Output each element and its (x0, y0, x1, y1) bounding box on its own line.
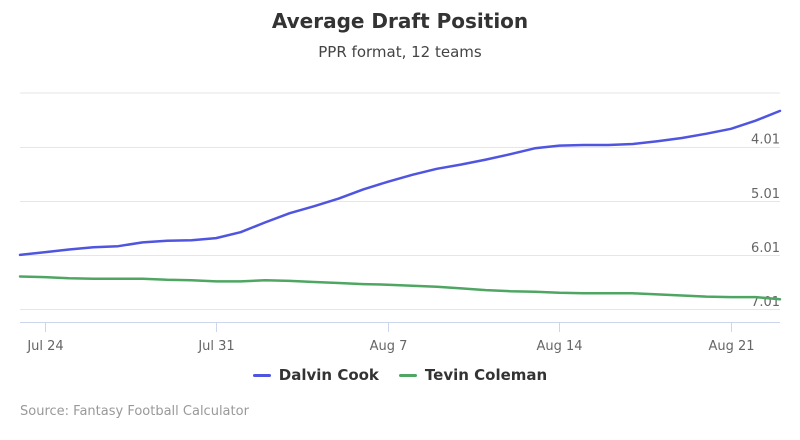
data-point (558, 144, 561, 147)
x-tick-label: Jul 31 (197, 339, 234, 354)
data-point (239, 231, 242, 233)
data-point (485, 289, 487, 291)
data-point (411, 284, 414, 287)
series-line-dalvin-cook (18, 109, 782, 257)
data-point (313, 281, 316, 283)
data-point (460, 287, 463, 290)
data-point (92, 246, 95, 249)
data-point (607, 292, 610, 295)
legend-swatch-dalvin-cook (252, 373, 271, 377)
data-point (92, 277, 95, 280)
data-point (485, 158, 487, 161)
data-point (583, 292, 585, 295)
data-point (337, 197, 340, 200)
data-point (166, 240, 168, 242)
legend-swatch-tevin-coleman (398, 373, 417, 377)
data-point (534, 290, 536, 293)
data-point (68, 277, 70, 280)
legend-item-dalvin-cook[interactable]: Dalvin Cook (252, 366, 379, 384)
data-point (166, 279, 168, 281)
data-point (215, 280, 217, 283)
data-point (436, 286, 438, 288)
data-point (460, 163, 463, 166)
x-tick-label: Jul 24 (26, 339, 63, 354)
data-point (509, 153, 512, 155)
data-point (288, 280, 291, 282)
data-point (436, 168, 438, 170)
series-line-tevin-coleman (18, 275, 782, 301)
data-point (68, 248, 70, 251)
x-tick-label: Aug 14 (536, 339, 582, 354)
data-point (19, 254, 21, 256)
y-tick-label: 4.01 (751, 133, 780, 148)
data-point (386, 181, 389, 183)
data-point (239, 280, 242, 283)
data-point (190, 279, 193, 282)
data-point (730, 296, 732, 298)
data-point (190, 239, 193, 242)
source-credit[interactable]: Source: Fantasy Football Calculator (20, 404, 249, 419)
data-point (607, 144, 610, 146)
legend-label-dalvin-cook: Dalvin Cook (278, 366, 379, 384)
x-tick-label: Aug 21 (708, 339, 754, 354)
data-point (779, 298, 781, 301)
data-point (656, 293, 659, 296)
y-tick-label: 6.01 (751, 241, 780, 256)
data-point (386, 283, 389, 286)
legend-label-tevin-coleman: Tevin Coleman (424, 366, 548, 384)
data-point (141, 241, 144, 244)
data-point (509, 290, 512, 293)
data-point (779, 110, 781, 112)
data-point (288, 212, 291, 214)
data-point (411, 174, 414, 176)
x-tick-label: Aug 7 (370, 339, 408, 354)
data-point (754, 296, 757, 298)
data-point (681, 137, 683, 139)
data-point (730, 128, 732, 130)
y-tick-label: 5.01 (751, 187, 780, 202)
legend-item-tevin-coleman[interactable]: Tevin Coleman (398, 366, 548, 384)
chart-subtitle: PPR format, 12 teams (318, 43, 482, 61)
data-point (705, 132, 708, 135)
data-point (215, 237, 217, 239)
data-point (705, 295, 708, 298)
chart-legend: Dalvin Cook Tevin Coleman (0, 366, 800, 384)
data-point (632, 292, 634, 295)
data-point (264, 279, 267, 282)
data-point (43, 251, 46, 253)
data-point (558, 292, 561, 294)
data-point (141, 277, 144, 280)
data-point (117, 245, 119, 247)
data-point (117, 277, 119, 280)
data-point (362, 188, 365, 191)
data-point (362, 283, 365, 285)
data-point (681, 294, 683, 297)
data-point (19, 275, 21, 278)
data-point (583, 144, 585, 146)
data-point (337, 282, 340, 284)
data-point (632, 143, 634, 145)
data-point (534, 147, 536, 150)
data-point (43, 276, 46, 278)
data-point (656, 140, 659, 142)
data-point (313, 205, 316, 207)
data-point (264, 221, 267, 224)
chart-title: Average Draft Position (271, 9, 529, 33)
data-point (754, 119, 757, 122)
